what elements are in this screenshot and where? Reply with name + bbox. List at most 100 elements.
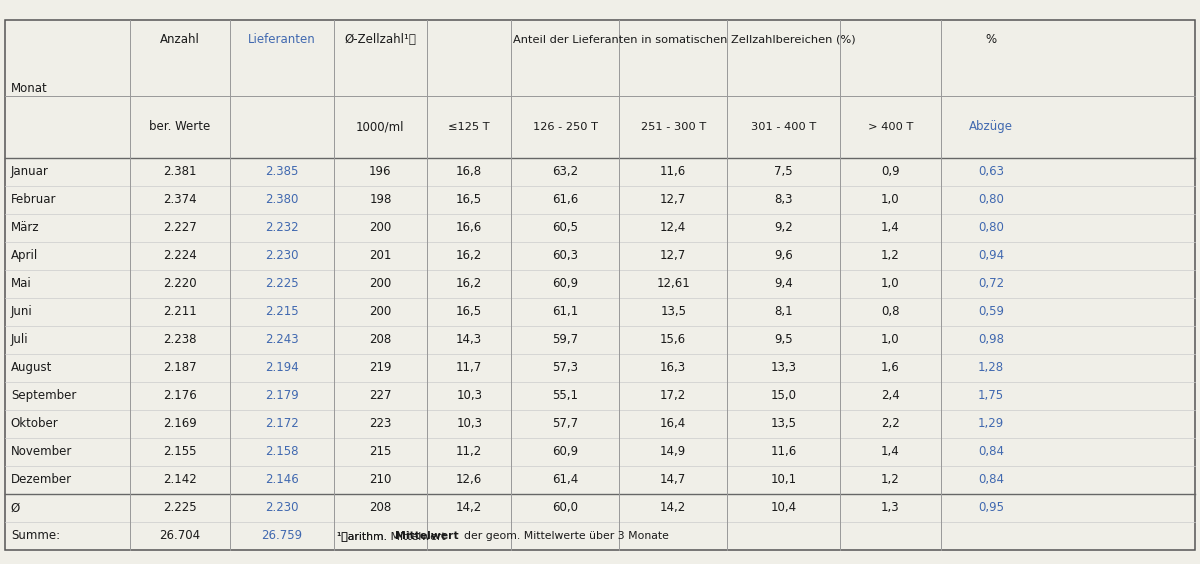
Text: 12,7: 12,7	[660, 193, 686, 206]
Text: Februar: Februar	[11, 193, 56, 206]
Text: 57,3: 57,3	[552, 362, 578, 374]
Text: der geom. Mittelwerte über 3 Monate: der geom. Mittelwerte über 3 Monate	[464, 531, 670, 541]
Text: 2.243: 2.243	[265, 333, 299, 346]
Text: August: August	[11, 362, 52, 374]
Text: 1,6: 1,6	[881, 362, 900, 374]
Text: 9,2: 9,2	[774, 222, 793, 235]
Text: 12,6: 12,6	[456, 473, 482, 486]
Text: 215: 215	[370, 446, 391, 459]
Text: 8,3: 8,3	[774, 193, 793, 206]
Text: 60,5: 60,5	[552, 222, 578, 235]
Text: 61,1: 61,1	[552, 306, 578, 319]
Text: 14,7: 14,7	[660, 473, 686, 486]
Text: 0,84: 0,84	[978, 446, 1004, 459]
Text: März: März	[11, 222, 40, 235]
Text: > 400 T: > 400 T	[868, 122, 913, 132]
Text: 0,9: 0,9	[881, 165, 900, 178]
Text: 301 - 400 T: 301 - 400 T	[751, 122, 816, 132]
Text: 2.385: 2.385	[265, 165, 299, 178]
Text: 200: 200	[370, 306, 391, 319]
Text: 15,6: 15,6	[660, 333, 686, 346]
Text: Monat: Monat	[11, 82, 48, 95]
Text: 11,6: 11,6	[770, 446, 797, 459]
Text: 16,3: 16,3	[660, 362, 686, 374]
Text: 15,0: 15,0	[770, 389, 797, 402]
Text: Dezember: Dezember	[11, 473, 72, 486]
Text: 1,4: 1,4	[881, 222, 900, 235]
Text: 196: 196	[370, 165, 391, 178]
Text: 0,80: 0,80	[978, 222, 1004, 235]
Text: %: %	[985, 33, 997, 46]
Text: 55,1: 55,1	[552, 389, 578, 402]
Text: 17,2: 17,2	[660, 389, 686, 402]
Text: 16,6: 16,6	[456, 222, 482, 235]
Text: 14,2: 14,2	[456, 501, 482, 514]
Text: 2.172: 2.172	[265, 417, 299, 430]
Text: Summe:: Summe:	[11, 530, 60, 543]
Text: 0,94: 0,94	[978, 249, 1004, 262]
Text: Ø: Ø	[11, 501, 20, 514]
Text: 11,7: 11,7	[456, 362, 482, 374]
Text: 60,9: 60,9	[552, 277, 578, 290]
Text: 2.238: 2.238	[163, 333, 197, 346]
Text: 0,72: 0,72	[978, 277, 1004, 290]
Text: 14,3: 14,3	[456, 333, 482, 346]
Text: 1,75: 1,75	[978, 389, 1004, 402]
Text: 2.215: 2.215	[265, 306, 299, 319]
Text: 2.381: 2.381	[163, 165, 197, 178]
Text: 13,5: 13,5	[770, 417, 797, 430]
Text: November: November	[11, 446, 72, 459]
Text: 2.211: 2.211	[163, 306, 197, 319]
Text: 10,4: 10,4	[770, 501, 797, 514]
Text: 13,3: 13,3	[770, 362, 797, 374]
Text: 60,9: 60,9	[552, 446, 578, 459]
Text: 2.374: 2.374	[163, 193, 197, 206]
Text: 2.225: 2.225	[163, 501, 197, 514]
Text: 0,95: 0,95	[978, 501, 1004, 514]
Text: 2.230: 2.230	[265, 501, 299, 514]
Text: 1,2: 1,2	[881, 249, 900, 262]
Text: 2.179: 2.179	[265, 389, 299, 402]
Text: 2.194: 2.194	[265, 362, 299, 374]
Text: 10,1: 10,1	[770, 473, 797, 486]
Text: 16,2: 16,2	[456, 249, 482, 262]
Text: 1000/ml: 1000/ml	[356, 120, 404, 134]
Text: 13,5: 13,5	[660, 306, 686, 319]
Text: 16,4: 16,4	[660, 417, 686, 430]
Text: 0,8: 0,8	[881, 306, 900, 319]
Text: April: April	[11, 249, 38, 262]
Text: 16,5: 16,5	[456, 193, 482, 206]
Text: 7,5: 7,5	[774, 165, 793, 178]
Text: 12,7: 12,7	[660, 249, 686, 262]
Text: 2,4: 2,4	[881, 389, 900, 402]
Text: 12,4: 12,4	[660, 222, 686, 235]
Text: 2.155: 2.155	[163, 446, 197, 459]
Text: Lieferanten: Lieferanten	[248, 33, 316, 46]
Text: 1,0: 1,0	[881, 333, 900, 346]
Text: 59,7: 59,7	[552, 333, 578, 346]
Text: 2.232: 2.232	[265, 222, 299, 235]
Text: 14,2: 14,2	[660, 501, 686, 514]
Text: 2.142: 2.142	[163, 473, 197, 486]
Text: 61,6: 61,6	[552, 193, 578, 206]
Text: 198: 198	[370, 193, 391, 206]
Text: 26.759: 26.759	[262, 530, 302, 543]
Text: 10,3: 10,3	[456, 389, 482, 402]
Text: 2.224: 2.224	[163, 249, 197, 262]
Text: 16,8: 16,8	[456, 165, 482, 178]
Text: 0,80: 0,80	[978, 193, 1004, 206]
Text: 2.169: 2.169	[163, 417, 197, 430]
Text: Abzüge: Abzüge	[970, 120, 1013, 134]
Text: 1,0: 1,0	[881, 277, 900, 290]
Text: 14,9: 14,9	[660, 446, 686, 459]
Text: 200: 200	[370, 277, 391, 290]
Text: 16,5: 16,5	[456, 306, 482, 319]
Text: 0,98: 0,98	[978, 333, 1004, 346]
Text: 0,63: 0,63	[978, 165, 1004, 178]
Text: 2.220: 2.220	[163, 277, 197, 290]
Text: 1,28: 1,28	[978, 362, 1004, 374]
Text: ber. Werte: ber. Werte	[149, 120, 211, 134]
Text: 126 - 250 T: 126 - 250 T	[533, 122, 598, 132]
Text: 9,5: 9,5	[774, 333, 793, 346]
Text: 200: 200	[370, 222, 391, 235]
